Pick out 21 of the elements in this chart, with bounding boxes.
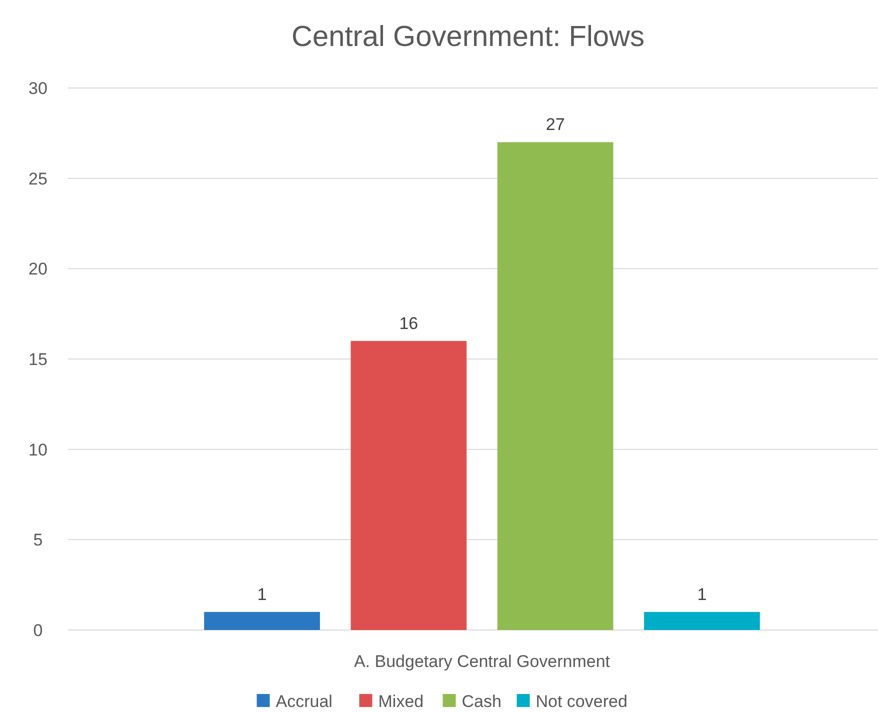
y-tick-label: 0 bbox=[33, 620, 43, 640]
data-label: 16 bbox=[399, 314, 418, 333]
bar bbox=[350, 340, 467, 630]
bar bbox=[497, 142, 614, 630]
legend-label: Mixed bbox=[378, 692, 424, 711]
y-tick-label: 25 bbox=[28, 169, 48, 188]
y-tick-label: 15 bbox=[28, 350, 48, 369]
y-tick-label: 30 bbox=[28, 78, 48, 98]
legend-label: Cash bbox=[462, 692, 502, 711]
legend-label: Not covered bbox=[536, 692, 628, 711]
y-tick-label: 20 bbox=[28, 260, 48, 279]
y-tick-label: 10 bbox=[28, 440, 48, 460]
data-label: 27 bbox=[546, 115, 565, 134]
bar bbox=[644, 612, 760, 630]
x-tick-label: A. Budgetary Central Government bbox=[354, 652, 610, 671]
legend-label: Accrual bbox=[276, 692, 332, 711]
chart-title: Central Government: Flows bbox=[292, 21, 644, 53]
data-label: 1 bbox=[697, 584, 707, 604]
y-tick-label: 5 bbox=[33, 530, 43, 550]
bar bbox=[204, 612, 320, 630]
data-label: 1 bbox=[257, 584, 267, 604]
